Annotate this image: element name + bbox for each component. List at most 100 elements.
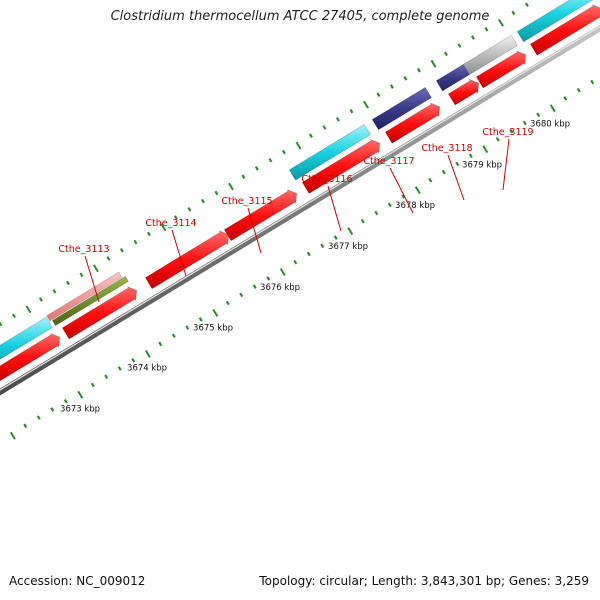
outer-tick xyxy=(146,231,151,237)
scale-tick xyxy=(468,153,473,158)
feature-layer xyxy=(0,0,600,382)
outer-tick xyxy=(484,26,489,32)
scale-tick xyxy=(50,407,55,412)
topology-text: Topology: circular; Length: 3,843,301 bp… xyxy=(259,574,589,588)
scale-label: 3678 kbp xyxy=(395,201,435,211)
scale-tick xyxy=(387,202,392,208)
gene-leader-line xyxy=(502,138,510,191)
scale-label: 3680 kbp xyxy=(530,119,570,129)
outer-tick xyxy=(228,182,234,191)
scale-tick xyxy=(266,276,271,281)
scale-tick xyxy=(455,161,460,167)
outer-tick xyxy=(403,76,408,81)
scale-tick xyxy=(482,145,489,154)
outer-tick xyxy=(38,297,43,302)
cds-arrow xyxy=(61,286,138,340)
gene-label: Cthe_3114 xyxy=(145,218,196,229)
scale-tick xyxy=(401,194,406,199)
gene-leader-line xyxy=(327,185,342,232)
cyan-feature-bar xyxy=(288,123,371,181)
outer-tick xyxy=(106,256,111,261)
accession-text: Accession: NC_009012 xyxy=(9,574,146,588)
purple-feature-bar xyxy=(371,86,432,131)
scale-label: 3674 kbp xyxy=(127,364,167,374)
scale-tick xyxy=(239,292,244,298)
scale-tick xyxy=(36,415,41,420)
cds-arrow xyxy=(223,189,298,242)
scale-tick xyxy=(117,366,122,371)
gene-leader-line xyxy=(171,229,187,277)
scale-tick xyxy=(225,300,230,306)
scale-tick xyxy=(563,96,568,101)
gene-label: Cthe_3115 xyxy=(221,196,272,207)
outer-tick xyxy=(376,92,381,98)
outer-tick xyxy=(443,51,448,57)
outer-tick xyxy=(160,223,167,232)
outer-tick xyxy=(322,125,327,130)
scale-tick xyxy=(23,423,28,429)
scale-tick xyxy=(522,120,527,126)
outer-tick xyxy=(133,239,138,245)
grey-feature-bar xyxy=(462,34,518,76)
outer-tick xyxy=(295,141,302,150)
cds-arrow xyxy=(475,50,527,89)
scale-label: 3677 kbp xyxy=(328,242,368,252)
outer-tick xyxy=(308,133,313,138)
scale-tick xyxy=(576,87,581,93)
scale-tick xyxy=(360,218,365,224)
backbone-highlight xyxy=(0,25,600,391)
scale-tick xyxy=(104,374,109,379)
scale-tick xyxy=(185,325,190,330)
scale-tick xyxy=(590,79,595,85)
outer-tick xyxy=(349,108,354,114)
scale-tick xyxy=(495,137,500,142)
outer-tick xyxy=(524,2,529,8)
outer-tick xyxy=(52,288,57,294)
gene-leader-line xyxy=(447,154,465,201)
scale-tick xyxy=(374,210,379,216)
scale-tick xyxy=(198,317,203,322)
cds-arrow xyxy=(384,102,441,144)
scale-tick xyxy=(320,243,325,249)
outer-tick xyxy=(173,215,178,220)
outer-tick xyxy=(457,43,462,48)
scale-tick xyxy=(158,341,163,347)
cds-arrow xyxy=(144,230,230,290)
outer-tick xyxy=(11,313,16,319)
outer-tick xyxy=(430,59,437,68)
scale-tick xyxy=(90,382,95,388)
outer-tick xyxy=(416,67,421,73)
outer-tick xyxy=(335,117,340,122)
scale-label: 3676 kbp xyxy=(260,283,300,293)
outer-tick xyxy=(511,10,516,16)
scale-tick xyxy=(63,398,68,404)
outer-tick xyxy=(363,100,369,109)
backbone-layer xyxy=(0,24,600,396)
scale-tick xyxy=(509,128,514,134)
outer-tick xyxy=(470,35,475,40)
scale-tick xyxy=(9,431,16,440)
outer-tick xyxy=(268,157,273,163)
gene-leader-line xyxy=(389,167,414,214)
scale-tick xyxy=(212,308,219,317)
cds-arrow xyxy=(0,332,61,382)
gene-leader-line xyxy=(84,255,100,303)
scale-tick xyxy=(549,104,556,113)
outer-tick xyxy=(389,84,394,89)
outer-tick xyxy=(0,321,3,327)
outer-tick xyxy=(281,149,286,155)
outer-tick xyxy=(241,174,246,179)
outer-tick xyxy=(79,272,84,278)
outer-tick xyxy=(119,247,124,253)
scale-tick xyxy=(171,333,176,339)
outer-tick xyxy=(93,264,99,273)
outer-tick xyxy=(214,190,219,196)
cds-arrow xyxy=(301,138,381,194)
scale-tick xyxy=(441,169,446,175)
scale-tick xyxy=(428,177,433,183)
cds-arrow xyxy=(447,78,480,106)
scale-label: 3673 kbp xyxy=(60,404,100,414)
cyan-feature-bar xyxy=(516,0,594,43)
